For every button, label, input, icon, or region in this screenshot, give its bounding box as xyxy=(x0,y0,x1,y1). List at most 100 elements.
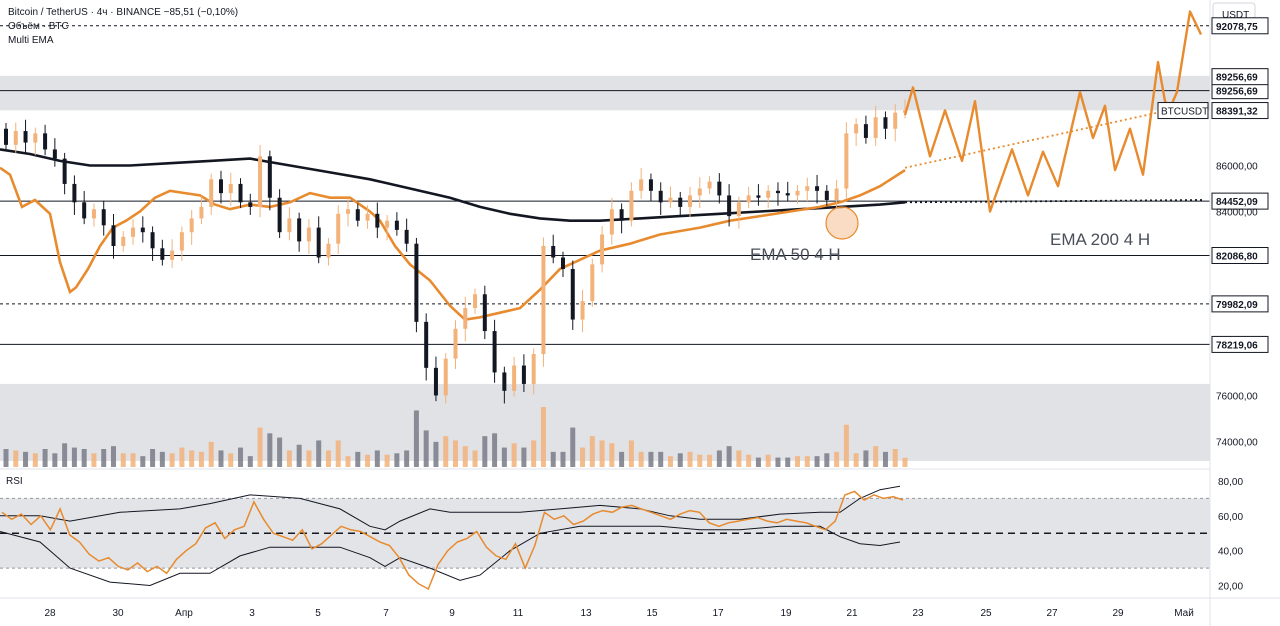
candle-43 xyxy=(424,321,429,368)
time-tick-16: 29 xyxy=(1112,608,1124,619)
volume-bar-12 xyxy=(120,453,126,467)
volume-bar-4 xyxy=(42,449,48,467)
candle-73 xyxy=(717,181,722,196)
volume-bar-75 xyxy=(736,450,742,467)
volume-bar-20 xyxy=(198,451,204,467)
forecast-zigzag xyxy=(903,10,1203,213)
candle-75 xyxy=(736,202,741,217)
volume-bar-31 xyxy=(306,450,312,467)
candle-37 xyxy=(365,213,370,221)
candle-8 xyxy=(82,202,87,219)
volume-bar-15 xyxy=(150,449,156,467)
symbol-line[interactable]: Bitcoin / TetherUS · 4ч · BINANCE −85,51… xyxy=(8,7,239,18)
rsi-line xyxy=(1,490,904,591)
candle-80 xyxy=(785,193,790,196)
candle-61 xyxy=(600,234,605,265)
candle-12 xyxy=(121,236,126,246)
candle-13 xyxy=(131,227,136,237)
candle-0 xyxy=(4,128,8,145)
time-tick-14: 25 xyxy=(980,608,992,619)
candle-51 xyxy=(502,372,507,391)
volume-bar-84 xyxy=(824,453,830,467)
volume-bar-74 xyxy=(726,446,732,467)
volume-bar-28 xyxy=(277,437,283,467)
candle-7 xyxy=(72,183,77,203)
candle-15 xyxy=(150,232,155,249)
volume-bar-63 xyxy=(619,451,625,467)
time-axis: 28 30 Апр 3 5 7 9 11 13 15 17 19 21 23 25 27 29 Май xyxy=(44,608,1193,619)
volume-bar-49 xyxy=(482,436,488,467)
volume-bar-43 xyxy=(423,430,429,467)
time-tick-3: 3 xyxy=(249,608,255,619)
volume-bar-23 xyxy=(228,453,234,467)
candle-85 xyxy=(834,188,839,201)
candle-23 xyxy=(228,183,233,194)
candle-63 xyxy=(619,209,624,221)
volume-indicator-line[interactable]: Объём · BTC xyxy=(8,21,69,32)
volume-bar-30 xyxy=(296,444,302,467)
volume-bar-16 xyxy=(159,451,165,467)
candle-83 xyxy=(815,186,820,191)
candlesticks xyxy=(4,99,907,404)
candle-89 xyxy=(873,117,878,138)
time-tick-5: 7 xyxy=(383,608,389,619)
volume-bar-1 xyxy=(13,450,19,467)
currency-label[interactable]: USDT xyxy=(1222,10,1249,21)
candle-32 xyxy=(316,227,321,258)
volume-bar-9 xyxy=(91,453,97,467)
candle-84 xyxy=(824,190,829,201)
ema200-label: EMA 200 4 H xyxy=(1050,230,1150,249)
time-tick-15: 27 xyxy=(1046,608,1058,619)
ema200-projection xyxy=(904,199,1206,204)
candle-74 xyxy=(727,195,732,217)
volume-bar-72 xyxy=(707,454,713,467)
time-tick-17: Май xyxy=(1174,608,1194,619)
volume-bar-39 xyxy=(384,454,390,467)
volume-bar-80 xyxy=(785,457,791,467)
candle-54 xyxy=(531,354,536,384)
candle-46 xyxy=(453,328,458,359)
volume-bar-35 xyxy=(345,456,351,467)
candle-1 xyxy=(13,131,18,145)
candle-82 xyxy=(805,186,810,191)
volume-bar-13 xyxy=(130,453,136,467)
volume-bar-88 xyxy=(863,450,869,467)
price-label-6: 86000,00 xyxy=(1216,162,1258,173)
volume-bar-6 xyxy=(62,443,68,467)
volume-bar-83 xyxy=(814,456,820,467)
volume-bar-2 xyxy=(23,451,29,467)
candle-9 xyxy=(91,209,96,219)
volume-bar-29 xyxy=(286,450,292,467)
candle-31 xyxy=(306,227,311,242)
volume-bar-0 xyxy=(3,449,9,467)
volume-bar-68 xyxy=(667,456,673,467)
price-label-box-3 xyxy=(1211,295,1269,313)
price-label-box-4 xyxy=(1211,335,1269,353)
time-tick-10: 17 xyxy=(712,608,724,619)
candle-81 xyxy=(795,190,800,196)
volume-bar-64 xyxy=(628,440,634,467)
ema-indicator-line[interactable]: Multi EMA xyxy=(8,35,54,46)
candle-30 xyxy=(297,218,302,242)
candle-42 xyxy=(414,243,419,322)
price-label-10: 89256,69 xyxy=(1216,73,1258,84)
volume-bar-46 xyxy=(453,440,458,467)
volume-bar-19 xyxy=(189,450,195,467)
price-label-3: 79982,09 xyxy=(1216,300,1258,311)
price-label-0: 89256,69 xyxy=(1216,87,1258,98)
candle-41 xyxy=(404,229,409,244)
current-price-box xyxy=(1211,102,1269,120)
time-tick-13: 23 xyxy=(912,608,924,619)
volume-bar-17 xyxy=(169,453,175,467)
volume-bar-21 xyxy=(208,441,214,467)
volume-bar-69 xyxy=(677,453,683,467)
price-label-5: 92078,75 xyxy=(1216,22,1258,33)
candle-64 xyxy=(629,190,634,221)
volume-bar-32 xyxy=(316,440,322,467)
zone-1 xyxy=(0,383,1210,461)
rsi-panel: RSI 80,00 60,00 40,00 20,00 xyxy=(0,476,1243,593)
candle-16 xyxy=(160,248,165,260)
volume-bar-5 xyxy=(52,453,58,467)
current-symbol: BTCUSDT xyxy=(1161,107,1208,118)
